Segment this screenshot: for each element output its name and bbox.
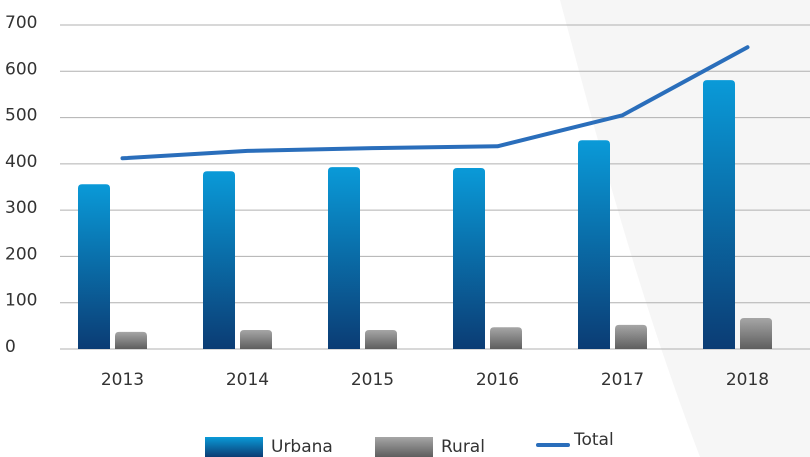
y-tick-label: 500	[5, 106, 37, 126]
bar	[328, 167, 360, 349]
x-tick-label: 2016	[476, 370, 519, 390]
chart: 0 100 200 300 400 500 600 700 2013 2014 2015 2016 20…	[0, 0, 810, 457]
x-tick-label: 2015	[351, 370, 394, 390]
legend-swatch	[375, 437, 433, 457]
bar	[203, 171, 235, 349]
x-tick-label: 2013	[101, 370, 144, 390]
x-tick-label: 2017	[601, 370, 644, 390]
bar	[578, 140, 610, 349]
bar	[78, 184, 110, 349]
bar	[740, 318, 772, 349]
bar	[115, 332, 147, 349]
bar	[240, 330, 272, 349]
bar	[365, 330, 397, 349]
legend-label: Total	[573, 430, 614, 450]
bar	[703, 80, 735, 349]
y-tick-label: 100	[5, 291, 37, 311]
y-tick-label: 0	[5, 337, 16, 357]
y-tick-label: 700	[5, 13, 37, 33]
y-tick-label: 600	[5, 59, 37, 79]
bar	[615, 325, 647, 349]
y-tick-label: 200	[5, 244, 37, 264]
x-tick-label: 2018	[726, 370, 769, 390]
y-tick-label: 400	[5, 152, 37, 172]
bar	[490, 327, 522, 349]
x-tick-label: 2014	[226, 370, 269, 390]
legend-label: Rural	[441, 437, 485, 457]
legend-label: Urbana	[271, 437, 333, 457]
legend-swatch	[205, 437, 263, 457]
y-tick-label: 300	[5, 198, 37, 218]
bar	[453, 168, 485, 349]
